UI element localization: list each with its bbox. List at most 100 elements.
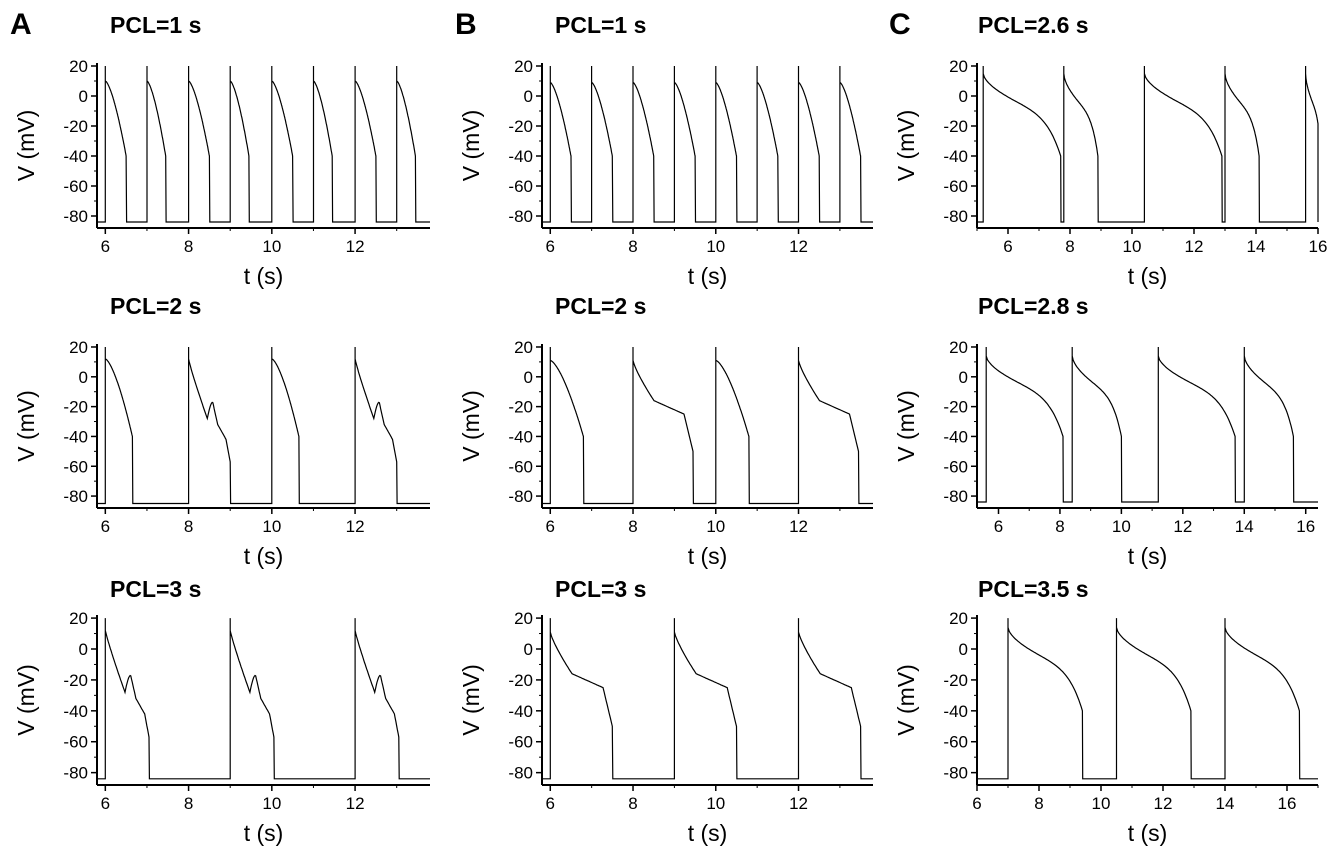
plot-b-1: PCL=1 s 20 0 -20 -40 -60 -80 6 8 10 12 t (s) V (mV)	[458, 12, 873, 289]
y-tick-label: 0	[524, 368, 533, 387]
y-tick-label: 0	[524, 87, 533, 106]
y-tick-label: -20	[943, 671, 968, 690]
x-tick-label: 10	[262, 517, 281, 536]
voltage-trace	[542, 618, 873, 780]
y-tick-label: 20	[949, 338, 968, 357]
y-tick-label: -40	[943, 702, 968, 721]
y-tick-label: 0	[79, 640, 88, 659]
plot-title: PCL=2 s	[110, 293, 201, 319]
y-tick-label: -60	[63, 733, 88, 752]
x-axis-label: t (s)	[1128, 543, 1168, 569]
x-tick-label: 12	[1173, 517, 1192, 536]
y-tick-label: 20	[69, 609, 88, 628]
x-tick-label: 6	[994, 517, 1003, 536]
x-tick-label: 12	[346, 794, 365, 813]
x-tick-label: 8	[1065, 237, 1074, 256]
y-tick-label: 0	[959, 87, 968, 106]
x-tick-label: 12	[1154, 794, 1173, 813]
y-tick-label: -80	[63, 764, 88, 783]
x-tick-label: 12	[346, 517, 365, 536]
x-tick-label: 12	[346, 237, 365, 256]
x-tick-label: 8	[184, 517, 193, 536]
y-tick-label: -80	[63, 487, 88, 506]
x-tick-label: 10	[1092, 794, 1111, 813]
y-tick-label: -40	[63, 427, 88, 446]
x-tick-label: 6	[546, 517, 555, 536]
plot-c-3: PCL=3.5 s 20 0 -20 -40 -60 -806 8 10 12 14 16 t (s) V…	[893, 576, 1319, 846]
y-tick-label: 0	[524, 640, 533, 659]
y-tick-label: -40	[508, 702, 533, 721]
plot-title: PCL=1 s	[110, 12, 201, 38]
y-tick-label: -40	[63, 702, 88, 721]
plot-title: PCL=3 s	[110, 576, 201, 602]
y-axis-label: V (mV)	[13, 390, 39, 462]
plot-title: PCL=3 s	[555, 576, 646, 602]
y-tick-label: 20	[69, 338, 88, 357]
plot-a-3: PCL=3 s 20 0 -20 -40 -60 -80 6 8 10 12 t (s) V (mV)	[13, 576, 430, 846]
y-tick-label: 0	[79, 368, 88, 387]
plot-a-2: PCL=2 s 20 0 -20 -40 -60 -80 6 8 10 12 t (s) V (mV)	[13, 293, 430, 569]
y-tick-label: 20	[514, 609, 533, 628]
x-axis-label: t (s)	[1128, 263, 1168, 289]
x-tick-label: 14	[1247, 237, 1266, 256]
x-tick-label: 6	[972, 794, 981, 813]
panel-letter-b: B	[455, 8, 477, 41]
y-tick-label: -80	[508, 207, 533, 226]
plot-b-3: PCL=3 s 20 0 -20 -40 -60 -80 6 8 10 12 t (s) V (mV)	[458, 576, 873, 846]
x-axis-label: t (s)	[244, 820, 284, 846]
plot-b-2: PCL=2 s 20 0 -20 -40 -60 -80 6 8 10 12 t (s) V (mV)	[458, 293, 873, 569]
y-tick-label: -20	[508, 671, 533, 690]
y-axis-label: V (mV)	[13, 110, 39, 182]
y-tick-label: -40	[943, 427, 968, 446]
plot-title: PCL=2.8 s	[978, 293, 1089, 319]
voltage-trace	[542, 66, 873, 223]
x-tick-label: 8	[1034, 794, 1043, 813]
plot-c-1: PCL=2.6 s 20 0 -20 -40 -60 -80 6 8 10 12 14 16 t (s) V…	[893, 12, 1327, 289]
voltage-trace	[97, 347, 430, 505]
plot-c-2: PCL=2.8 s 20 0 -20 -40 -60 -80 6 8 10 12 14 16 t (s) V…	[893, 293, 1318, 569]
x-tick-label: 10	[706, 237, 725, 256]
x-axis-label: t (s)	[688, 543, 728, 569]
x-tick-label: 12	[789, 794, 808, 813]
x-tick-label: 16	[1278, 794, 1297, 813]
x-tick-label: 6	[1003, 237, 1012, 256]
x-tick-label: 8	[1055, 517, 1064, 536]
y-tick-label: 20	[514, 57, 533, 76]
y-axis-label: V (mV)	[893, 110, 919, 182]
y-tick-label: -20	[63, 398, 88, 417]
x-tick-label: 10	[262, 794, 281, 813]
x-tick-label: 12	[789, 517, 808, 536]
x-axis-label: t (s)	[244, 543, 284, 569]
voltage-trace	[542, 347, 873, 505]
y-tick-label: -40	[943, 147, 968, 166]
x-tick-label: 6	[546, 237, 555, 256]
x-tick-label: 16	[1309, 237, 1328, 256]
x-tick-label: 8	[628, 517, 637, 536]
x-axis-label: t (s)	[688, 263, 728, 289]
y-tick-label: -40	[63, 147, 88, 166]
y-axis-label: V (mV)	[893, 390, 919, 462]
y-tick-label: -40	[508, 147, 533, 166]
x-axis-label: t (s)	[244, 263, 284, 289]
y-tick-label: -60	[508, 457, 533, 476]
y-tick-label: 0	[959, 368, 968, 387]
y-tick-label: -80	[943, 487, 968, 506]
x-tick-label: 8	[628, 237, 637, 256]
x-tick-label: 12	[1185, 237, 1204, 256]
y-tick-label: -40	[508, 427, 533, 446]
x-tick-label: 10	[1112, 517, 1131, 536]
voltage-trace	[977, 66, 1319, 223]
voltage-trace	[977, 347, 1318, 503]
plot-title: PCL=2 s	[555, 293, 646, 319]
x-tick-label: 6	[546, 794, 555, 813]
x-axis-label: t (s)	[688, 820, 728, 846]
x-tick-label: 6	[101, 794, 110, 813]
x-tick-label: 8	[628, 794, 637, 813]
x-tick-label: 10	[706, 794, 725, 813]
y-tick-label: -80	[508, 764, 533, 783]
voltage-trace	[97, 66, 430, 223]
y-tick-label: -60	[508, 733, 533, 752]
panel-letter-a: A	[10, 8, 32, 41]
y-tick-label: -80	[943, 207, 968, 226]
